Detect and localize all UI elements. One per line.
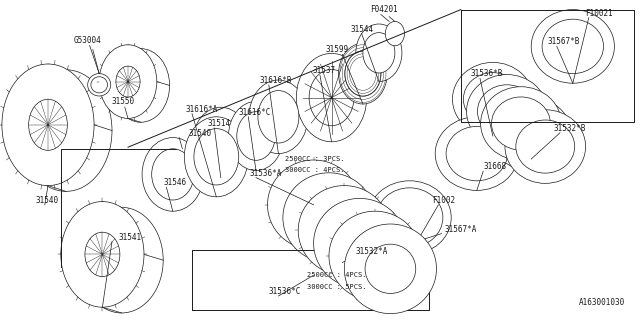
Text: 3000CC : 5PCS.: 3000CC : 5PCS.	[307, 284, 367, 290]
Text: 31536*A: 31536*A	[250, 169, 282, 178]
Ellipse shape	[88, 74, 111, 96]
Ellipse shape	[531, 10, 614, 83]
Ellipse shape	[319, 206, 370, 255]
Ellipse shape	[85, 232, 120, 276]
Ellipse shape	[344, 224, 436, 314]
Ellipse shape	[193, 107, 249, 178]
Text: 31532*B: 31532*B	[554, 124, 586, 133]
Ellipse shape	[296, 53, 367, 142]
Text: 3000CC : 4PCS.: 3000CC : 4PCS.	[285, 167, 344, 173]
Text: 31514: 31514	[208, 119, 231, 128]
Ellipse shape	[435, 117, 518, 190]
Ellipse shape	[467, 75, 547, 148]
Ellipse shape	[463, 73, 522, 126]
Ellipse shape	[20, 70, 112, 191]
Ellipse shape	[142, 138, 204, 211]
Ellipse shape	[339, 43, 387, 104]
Ellipse shape	[334, 219, 385, 268]
Text: 31599: 31599	[325, 45, 348, 54]
Ellipse shape	[91, 77, 108, 93]
Ellipse shape	[237, 112, 275, 160]
Ellipse shape	[184, 117, 248, 197]
Ellipse shape	[477, 85, 536, 138]
Ellipse shape	[376, 188, 443, 247]
Ellipse shape	[202, 118, 240, 166]
Ellipse shape	[491, 98, 572, 171]
Ellipse shape	[29, 99, 67, 150]
Ellipse shape	[99, 45, 157, 118]
Text: 31540: 31540	[35, 196, 58, 205]
Text: 31536*B: 31536*B	[470, 69, 503, 78]
Ellipse shape	[516, 120, 575, 173]
Text: 31616*A: 31616*A	[186, 105, 218, 114]
Ellipse shape	[2, 64, 94, 186]
Text: 31546: 31546	[163, 178, 186, 187]
Ellipse shape	[194, 129, 239, 185]
Ellipse shape	[116, 66, 140, 97]
Ellipse shape	[61, 202, 144, 307]
Ellipse shape	[365, 244, 416, 293]
Ellipse shape	[249, 80, 308, 154]
Ellipse shape	[492, 97, 550, 150]
Text: G53004: G53004	[74, 36, 101, 45]
Ellipse shape	[502, 108, 561, 161]
Ellipse shape	[152, 149, 194, 200]
Text: 2500CC : 3PCS.: 2500CC : 3PCS.	[285, 156, 344, 162]
Text: 31616*B: 31616*B	[259, 76, 292, 85]
Ellipse shape	[309, 69, 354, 126]
Ellipse shape	[385, 21, 404, 46]
Ellipse shape	[505, 110, 586, 183]
Ellipse shape	[345, 51, 381, 96]
Ellipse shape	[303, 193, 355, 242]
Ellipse shape	[349, 231, 401, 281]
Ellipse shape	[481, 87, 561, 160]
Ellipse shape	[80, 207, 163, 313]
Text: F04201: F04201	[370, 5, 397, 14]
Text: F10021: F10021	[586, 9, 613, 18]
Text: 31536*C: 31536*C	[269, 287, 301, 296]
Ellipse shape	[268, 160, 360, 250]
Ellipse shape	[356, 24, 402, 82]
Text: 31567*A: 31567*A	[445, 225, 477, 234]
Ellipse shape	[298, 186, 390, 275]
Ellipse shape	[452, 62, 533, 136]
Text: 31537: 31537	[312, 66, 335, 75]
Ellipse shape	[446, 126, 508, 181]
Ellipse shape	[329, 211, 421, 301]
Text: 31540: 31540	[189, 129, 212, 138]
Ellipse shape	[368, 181, 451, 254]
Ellipse shape	[542, 19, 604, 74]
Text: 31544: 31544	[351, 25, 374, 34]
Ellipse shape	[288, 180, 339, 229]
Ellipse shape	[314, 198, 406, 288]
Ellipse shape	[363, 33, 395, 73]
Text: 31616*C: 31616*C	[239, 108, 271, 117]
Ellipse shape	[477, 85, 557, 159]
Text: 31550: 31550	[112, 97, 135, 106]
Ellipse shape	[258, 91, 299, 143]
Text: 31567*B: 31567*B	[547, 37, 580, 46]
Ellipse shape	[228, 101, 284, 171]
Text: 31532*A: 31532*A	[355, 247, 388, 256]
Text: 31541: 31541	[118, 233, 141, 242]
Ellipse shape	[112, 49, 170, 122]
Ellipse shape	[488, 96, 547, 149]
Text: 31668: 31668	[483, 162, 506, 171]
Ellipse shape	[283, 173, 375, 262]
Text: 2500CC : 4PCS.: 2500CC : 4PCS.	[307, 272, 367, 278]
Text: F1002: F1002	[432, 196, 455, 205]
Text: A163001030: A163001030	[579, 298, 625, 307]
